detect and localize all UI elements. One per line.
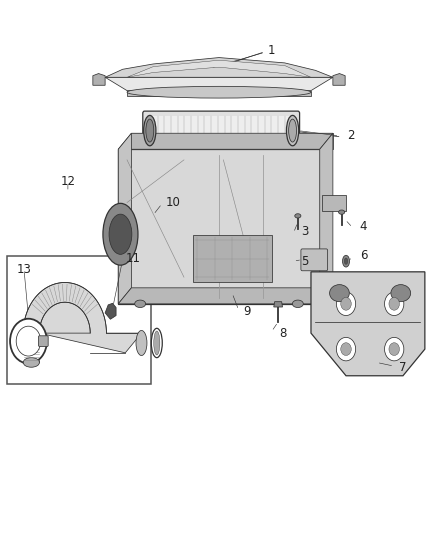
Ellipse shape: [289, 119, 297, 142]
Polygon shape: [311, 272, 425, 376]
Text: 2: 2: [346, 130, 354, 142]
Polygon shape: [105, 303, 116, 319]
FancyBboxPatch shape: [39, 336, 48, 346]
Polygon shape: [118, 149, 320, 304]
Ellipse shape: [339, 210, 345, 214]
Polygon shape: [333, 74, 345, 85]
FancyBboxPatch shape: [193, 235, 272, 282]
Text: 6: 6: [360, 249, 367, 262]
Ellipse shape: [109, 214, 132, 254]
Polygon shape: [127, 91, 311, 96]
Ellipse shape: [286, 116, 299, 146]
Ellipse shape: [135, 300, 145, 308]
Ellipse shape: [127, 86, 311, 98]
Circle shape: [336, 337, 356, 361]
FancyBboxPatch shape: [301, 249, 328, 271]
Polygon shape: [23, 333, 39, 362]
Ellipse shape: [329, 285, 350, 302]
Circle shape: [341, 297, 351, 310]
Ellipse shape: [343, 255, 350, 267]
Text: 11: 11: [126, 252, 141, 265]
Polygon shape: [320, 133, 333, 304]
Text: 5: 5: [301, 255, 308, 268]
Polygon shape: [127, 60, 311, 77]
FancyBboxPatch shape: [7, 256, 151, 384]
Ellipse shape: [136, 330, 147, 356]
Text: 10: 10: [166, 196, 180, 209]
Polygon shape: [118, 133, 333, 149]
Ellipse shape: [344, 258, 348, 264]
Text: 3: 3: [301, 225, 308, 238]
Polygon shape: [93, 74, 105, 85]
Polygon shape: [105, 77, 333, 91]
Circle shape: [389, 297, 399, 310]
Ellipse shape: [103, 203, 138, 265]
Text: 13: 13: [17, 263, 32, 276]
Circle shape: [10, 319, 47, 364]
Text: 1: 1: [268, 44, 276, 57]
Ellipse shape: [154, 331, 160, 355]
Text: 12: 12: [60, 175, 75, 188]
Circle shape: [385, 337, 404, 361]
Ellipse shape: [152, 328, 162, 358]
Ellipse shape: [23, 358, 39, 367]
Circle shape: [16, 326, 41, 356]
Polygon shape: [118, 133, 131, 304]
Ellipse shape: [391, 285, 411, 302]
Circle shape: [336, 292, 356, 316]
Text: 7: 7: [399, 361, 407, 374]
FancyBboxPatch shape: [143, 111, 300, 150]
Circle shape: [389, 343, 399, 356]
Text: 4: 4: [360, 220, 367, 233]
Polygon shape: [23, 282, 141, 353]
Polygon shape: [322, 195, 346, 211]
Polygon shape: [274, 302, 283, 307]
Ellipse shape: [146, 119, 154, 142]
Ellipse shape: [295, 214, 301, 218]
Ellipse shape: [144, 116, 156, 146]
Circle shape: [341, 343, 351, 356]
Polygon shape: [131, 133, 333, 149]
Text: 8: 8: [279, 327, 286, 340]
Ellipse shape: [292, 300, 303, 308]
Circle shape: [385, 292, 404, 316]
Polygon shape: [105, 58, 333, 77]
Polygon shape: [151, 116, 291, 145]
Polygon shape: [118, 288, 333, 304]
Text: 9: 9: [244, 305, 251, 318]
